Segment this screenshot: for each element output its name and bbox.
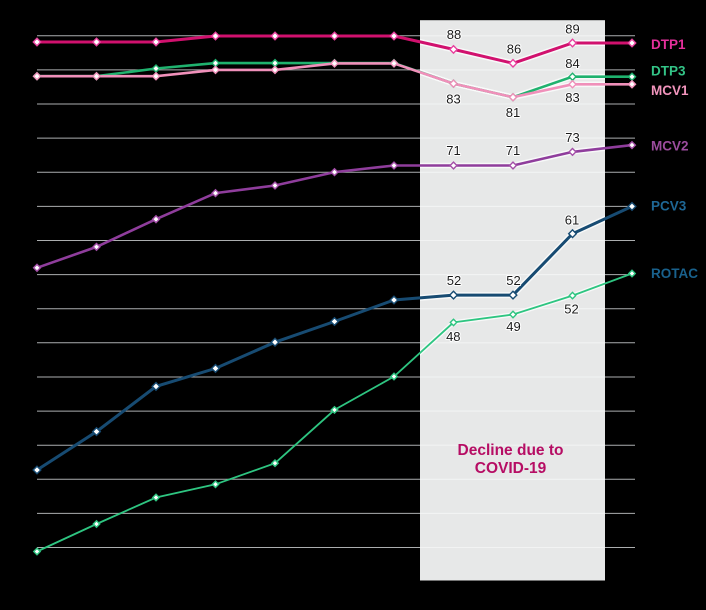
svg-text:ROTAC: ROTAC [651,266,698,281]
svg-text:PCV3: PCV3 [651,199,687,214]
svg-text:MCV2: MCV2 [651,138,689,153]
svg-text:84: 84 [565,56,579,71]
svg-text:MCV1: MCV1 [651,83,689,98]
svg-text:61: 61 [565,213,579,228]
svg-text:86: 86 [507,41,521,56]
svg-text:Decline due to: Decline due to [458,442,564,459]
svg-text:DTP3: DTP3 [651,63,686,78]
svg-text:89: 89 [565,22,579,37]
svg-text:49: 49 [506,319,520,334]
svg-text:71: 71 [506,143,520,158]
svg-text:73: 73 [565,130,579,145]
svg-text:83: 83 [446,92,460,107]
svg-text:71: 71 [446,143,460,158]
svg-text:83: 83 [565,90,579,105]
svg-text:COVID-19: COVID-19 [475,460,547,477]
svg-text:52: 52 [506,273,520,288]
svg-text:88: 88 [447,27,461,42]
svg-text:DTP1: DTP1 [651,37,686,52]
svg-text:52: 52 [447,273,461,288]
svg-text:48: 48 [446,329,460,344]
svg-text:81: 81 [506,105,520,120]
svg-text:52: 52 [564,302,578,317]
